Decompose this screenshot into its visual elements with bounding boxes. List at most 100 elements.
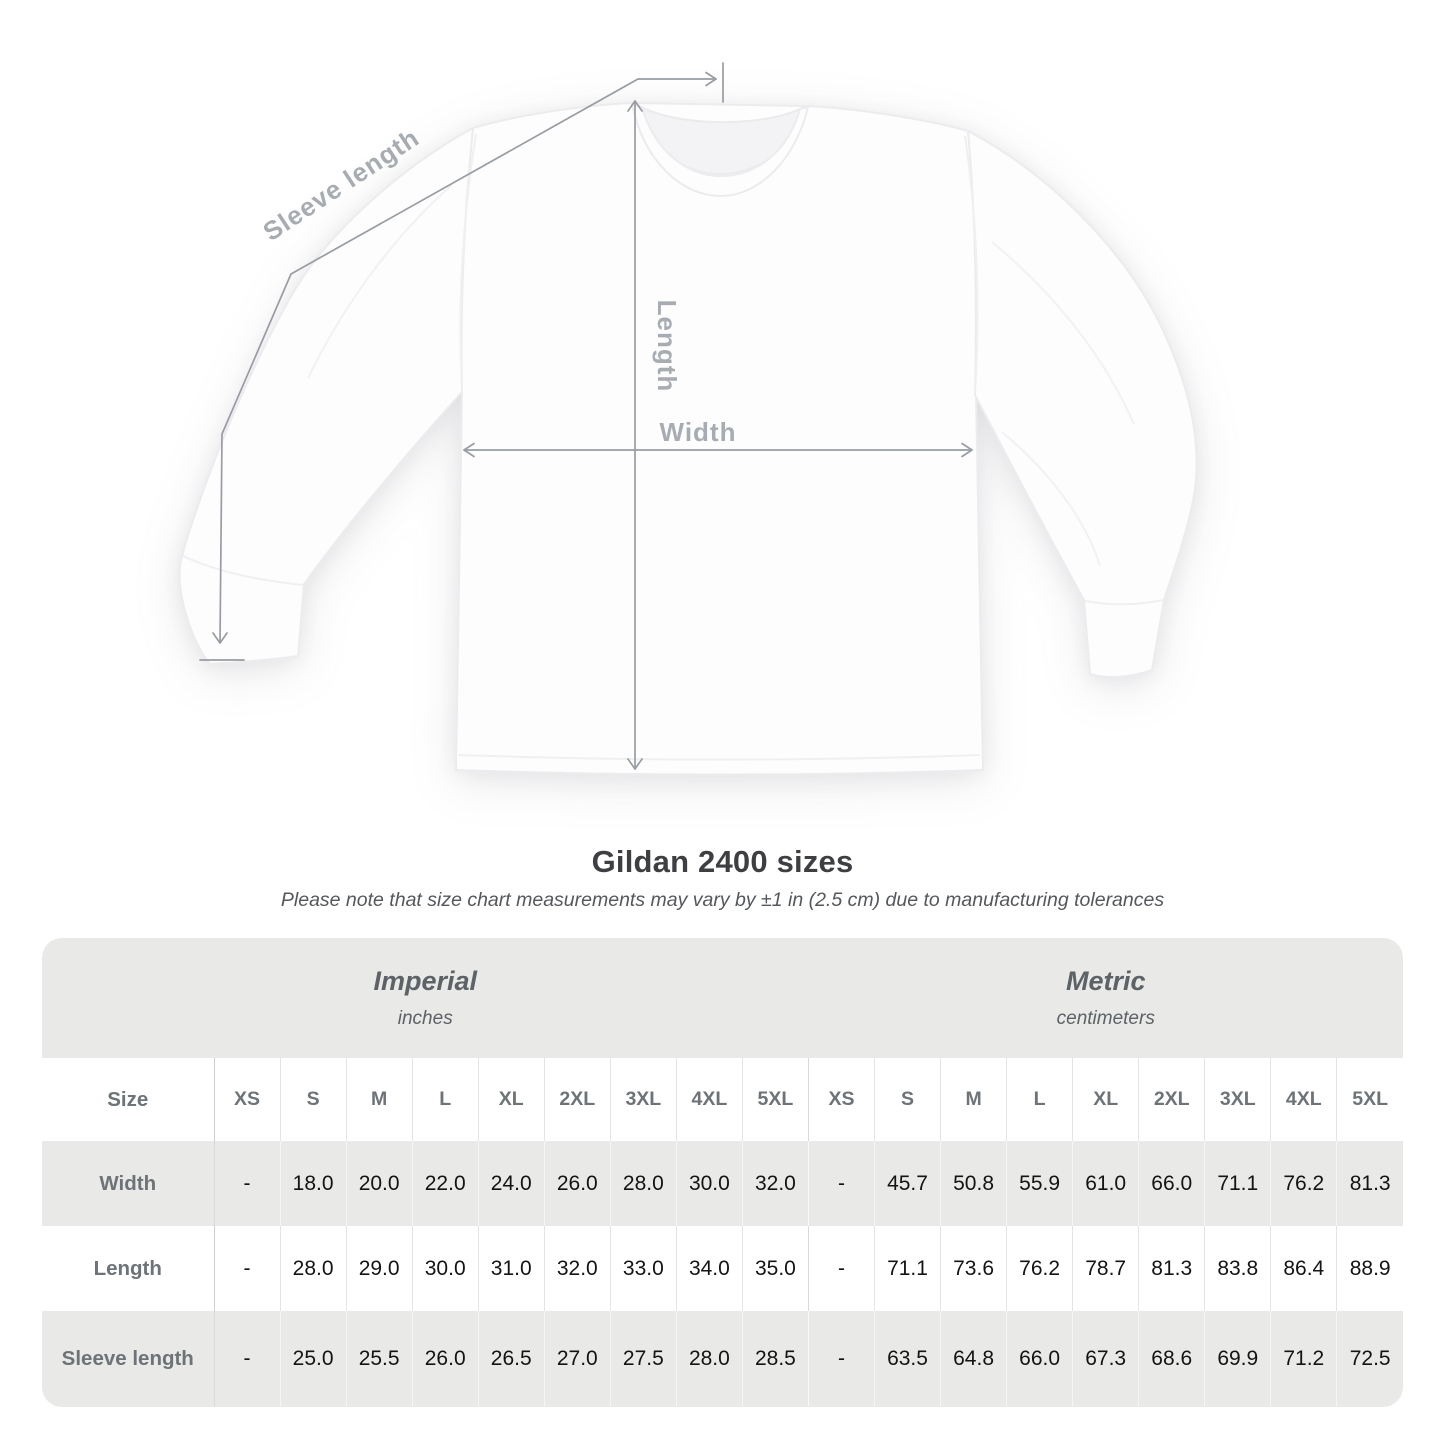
value-cell: 76.2: [1270, 1141, 1337, 1226]
size-cell: 2XL: [1138, 1058, 1205, 1141]
value-cell: 71.2: [1270, 1311, 1337, 1407]
value-cell: 30.0: [675, 1141, 743, 1226]
value-cell: 88.9: [1336, 1226, 1403, 1311]
value-cell: 83.8: [1204, 1226, 1271, 1311]
value-cell: 22.0: [411, 1141, 479, 1226]
shirt-svg: Sleeve length Length Width: [178, 62, 1198, 776]
length-label: Length: [652, 300, 682, 393]
value-cell: 27.5: [609, 1311, 677, 1407]
shirt-right-sleeve: [967, 130, 1198, 679]
value-cell: 81.3: [1336, 1141, 1403, 1226]
size-cell: 4XL: [675, 1058, 743, 1141]
value-cell: 45.7: [873, 1141, 941, 1226]
value-cell: 24.0: [477, 1141, 545, 1226]
value-cell: 20.0: [345, 1141, 413, 1226]
size-cell: L: [411, 1058, 479, 1141]
value-cell: 30.0: [411, 1226, 479, 1311]
size-cell: 5XL: [741, 1058, 809, 1141]
value-cell: 61.0: [1072, 1141, 1139, 1226]
unit-group-metric: Metric centimeters: [808, 938, 1403, 1058]
value-cell: 86.4: [1270, 1226, 1337, 1311]
value-cell: 76.2: [1006, 1226, 1073, 1311]
width-label: Width: [660, 417, 737, 447]
value-cell: 66.0: [1138, 1141, 1205, 1226]
value-cell: 31.0: [477, 1226, 545, 1311]
right-armhole-seam: [964, 135, 979, 394]
left-armhole-seam: [459, 133, 477, 391]
size-cell: S: [279, 1058, 347, 1141]
value-cell: 28.0: [279, 1226, 347, 1311]
sleeve-length-line: [219, 78, 639, 644]
value-cell: -: [213, 1141, 281, 1226]
title-block: Gildan 2400 sizes Please note that size …: [0, 844, 1445, 912]
page-subtitle: Please note that size chart measurements…: [280, 889, 1165, 911]
value-cell: 28.0: [675, 1311, 743, 1407]
value-cell: 28.5: [741, 1311, 809, 1407]
length-arrow-up-icon: [627, 100, 643, 112]
right-sleeve-fold: [991, 241, 1135, 425]
value-cell: 18.0: [279, 1141, 347, 1226]
right-cuff-seam: [1084, 599, 1164, 606]
size-cell: 3XL: [609, 1058, 677, 1141]
arrow-down-icon: [212, 632, 228, 644]
value-cell: 55.9: [1006, 1141, 1073, 1226]
value-cell: 32.0: [741, 1141, 809, 1226]
measurement-lines: [199, 62, 973, 770]
value-cell: 26.0: [411, 1311, 479, 1407]
value-cell: 78.7: [1072, 1226, 1139, 1311]
value-cell: 63.5: [873, 1311, 941, 1407]
hem-seam: [458, 754, 981, 761]
size-cell: XL: [1072, 1058, 1139, 1141]
value-cell: 64.8: [940, 1311, 1007, 1407]
collar-band: [631, 103, 809, 197]
value-cell: 71.1: [1204, 1141, 1271, 1226]
value-cell: -: [807, 1311, 875, 1407]
value-cell: 71.1: [873, 1226, 941, 1311]
shirt-diagram: Sleeve length Length Width: [178, 62, 1198, 776]
size-cell: XL: [477, 1058, 545, 1141]
arrow-right-icon: [705, 71, 717, 87]
size-header-row: Size XS S M L XL 2XL 3XL 4XL 5XL XS S M …: [42, 1058, 1403, 1141]
value-cell: 27.0: [543, 1311, 611, 1407]
value-cell: 81.3: [1138, 1226, 1205, 1311]
size-cell: M: [345, 1058, 413, 1141]
size-cell: 3XL: [1204, 1058, 1271, 1141]
size-cell: XS: [807, 1058, 875, 1141]
shirt-graphic: [178, 102, 1198, 776]
imperial-group-unit: inches: [397, 1008, 453, 1029]
value-cell: 26.5: [477, 1311, 545, 1407]
value-cell: -: [807, 1141, 875, 1226]
size-table: Imperial inches Metric centimeters Size …: [42, 938, 1403, 1407]
value-cell: 29.0: [345, 1226, 413, 1311]
value-cell: 26.0: [543, 1141, 611, 1226]
value-cell: -: [213, 1226, 281, 1311]
value-cell: 25.0: [279, 1311, 347, 1407]
value-cell: 68.6: [1138, 1311, 1205, 1407]
length-arrow-down-icon: [627, 758, 643, 770]
value-cell: 28.0: [609, 1141, 677, 1226]
unit-group-row: Imperial inches Metric centimeters: [42, 938, 1403, 1058]
unit-group-imperial: Imperial inches: [42, 938, 809, 1058]
row-label: Sleeve length: [42, 1311, 215, 1407]
size-table-container: Imperial inches Metric centimeters Size …: [42, 938, 1403, 1407]
value-cell: 66.0: [1006, 1311, 1073, 1407]
left-cuff-seam: [182, 555, 304, 586]
row-label: Width: [42, 1141, 215, 1226]
size-cell: L: [1006, 1058, 1073, 1141]
value-cell: 35.0: [741, 1226, 809, 1311]
table-row-width: Width - 18.0 20.0 22.0 24.0 26.0 28.0 30…: [42, 1141, 1403, 1226]
size-cell: 2XL: [543, 1058, 611, 1141]
size-cell: S: [873, 1058, 941, 1141]
imperial-group-name: Imperial: [373, 966, 477, 996]
width-arrow-left-icon: [463, 442, 475, 458]
metric-group-unit: centimeters: [1056, 1008, 1155, 1029]
value-cell: 25.5: [345, 1311, 413, 1407]
left-sleeve-fold: [307, 184, 453, 379]
value-cell: -: [213, 1311, 281, 1407]
metric-group-name: Metric: [1065, 966, 1146, 996]
size-cell: M: [940, 1058, 1007, 1141]
table-row-length: Length - 28.0 29.0 30.0 31.0 32.0 33.0 3…: [42, 1226, 1403, 1311]
value-cell: 32.0: [543, 1226, 611, 1311]
value-cell: -: [807, 1226, 875, 1311]
value-cell: 69.9: [1204, 1311, 1271, 1407]
